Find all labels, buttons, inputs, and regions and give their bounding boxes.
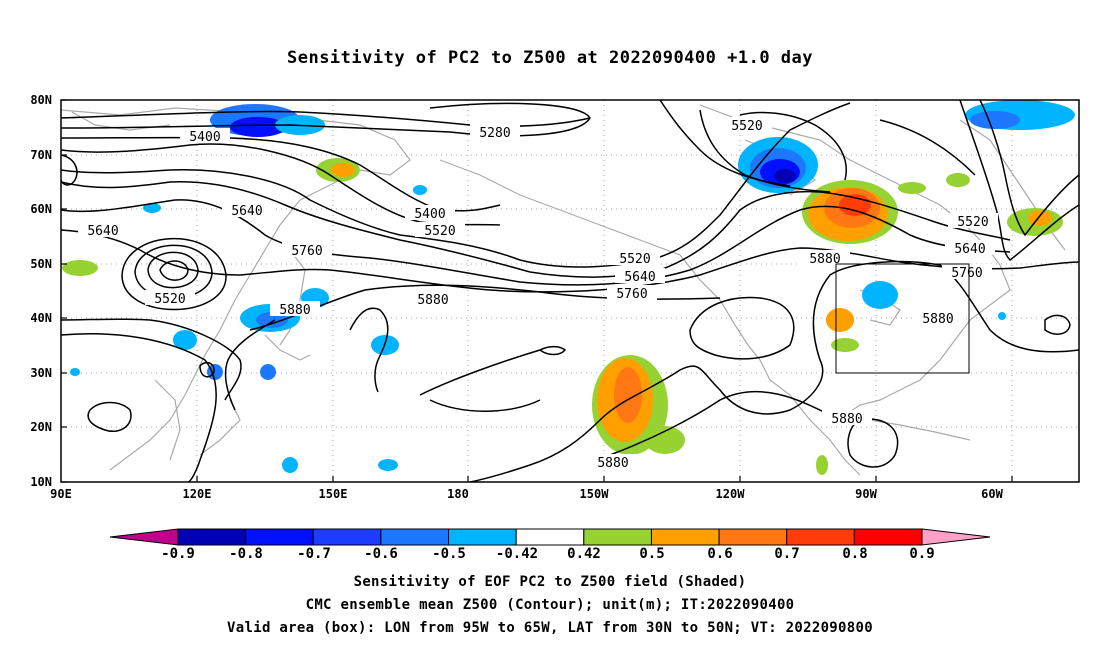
lon-label: 90W <box>855 487 877 501</box>
contour-label: 5640 <box>624 270 655 285</box>
colorbar-label: -0.8 <box>229 546 263 562</box>
caption-line-1: Sensitivity of EOF PC2 to Z500 field (Sh… <box>353 574 747 590</box>
colorbar-label: 0.42 <box>567 546 601 562</box>
contour-label: 5880 <box>279 303 310 318</box>
colorbar-segment <box>515 528 585 546</box>
lon-label: 90E <box>50 487 72 501</box>
colorbar-label: -0.6 <box>364 546 398 562</box>
colorbar-high-arrow <box>921 528 991 546</box>
lon-label: 180 <box>447 487 469 501</box>
contour-labels: 5400 5280 5520 5640 5400 5520 5760 5880 … <box>78 117 998 471</box>
colorbar-label: -0.5 <box>432 546 466 562</box>
longitude-labels: 90E 120E 150E 180 150W 120W 90W 60W <box>50 487 1003 501</box>
colorbar-segment <box>448 528 517 546</box>
axis-ticks <box>61 99 1013 483</box>
lon-label: 150E <box>319 487 348 501</box>
colorbar-segment <box>786 528 855 546</box>
colorbar-label: 0.7 <box>774 546 799 562</box>
colorbar-segment <box>718 528 788 546</box>
contour-label: 5520 <box>424 224 455 239</box>
contour-label: 5400 <box>189 130 220 145</box>
lat-label: 20N <box>30 420 52 434</box>
colorbar-label: -0.7 <box>297 546 331 562</box>
colorbar-label: 0.9 <box>909 546 934 562</box>
colorbar-segment <box>177 528 247 546</box>
contour-label: 5760 <box>616 287 647 302</box>
lat-label: 30N <box>30 366 52 380</box>
colorbar-label: -0.9 <box>161 546 195 562</box>
colorbar-segment <box>312 528 382 546</box>
colorbar-label: 0.8 <box>842 546 867 562</box>
colorbar-label: -0.42 <box>496 546 538 562</box>
contour-label: 5400 <box>414 207 445 222</box>
contour-label: 5880 <box>417 293 448 308</box>
lat-label: 60N <box>30 202 52 216</box>
contour-label: 5280 <box>479 126 510 141</box>
valid-area-box <box>835 263 970 374</box>
colorbar-segment <box>583 528 652 546</box>
contour-label: 5520 <box>957 215 988 230</box>
lon-label: 60W <box>981 487 1003 501</box>
positive-sensitivity-shading <box>62 158 1063 475</box>
colorbar-segment <box>853 528 923 546</box>
lat-label: 80N <box>30 93 52 107</box>
lon-label: 120W <box>716 487 746 501</box>
contour-label: 5520 <box>154 292 185 307</box>
contour-label: 5640 <box>87 224 118 239</box>
lon-label: 150W <box>580 487 610 501</box>
colorbar-segment <box>650 528 720 546</box>
caption-line-2: CMC ensemble mean Z500 (Contour); unit(m… <box>305 597 795 613</box>
contour-label: 5640 <box>231 204 262 219</box>
colorbar-label: 0.6 <box>707 546 732 562</box>
latitude-labels: 80N 70N 60N 50N 40N 30N 20N 10N <box>30 93 52 489</box>
map-frame <box>60 99 1080 483</box>
colorbar-segment <box>245 528 314 546</box>
colorbar-low-arrow <box>109 528 179 546</box>
lat-label: 50N <box>30 257 52 271</box>
lat-label: 40N <box>30 311 52 325</box>
colorbar-label: 0.5 <box>639 546 664 562</box>
colorbar <box>109 528 991 546</box>
caption-line-3: Valid area (box): LON from 95W to 65W, L… <box>227 620 873 636</box>
contour-label: 5760 <box>951 266 982 281</box>
contour-label: 5640 <box>954 242 985 257</box>
colorbar-segment <box>380 528 450 546</box>
lat-label: 10N <box>30 475 52 489</box>
contour-label: 5760 <box>291 244 322 259</box>
lat-label: 70N <box>30 148 52 162</box>
contour-label: 5520 <box>619 252 650 267</box>
colorbar-labels: -0.9 -0.8 -0.7 -0.6 -0.5 -0.42 0.42 0.5 … <box>161 546 935 562</box>
contour-label: 5880 <box>597 456 628 471</box>
contour-label: 5880 <box>831 412 862 427</box>
map-title: Sensitivity of PC2 to Z500 at 2022090400… <box>286 48 813 68</box>
contour-label: 5880 <box>809 252 840 267</box>
contour-label: 5520 <box>731 119 762 134</box>
contour-label: 5880 <box>922 312 953 327</box>
lon-label: 120E <box>183 487 212 501</box>
